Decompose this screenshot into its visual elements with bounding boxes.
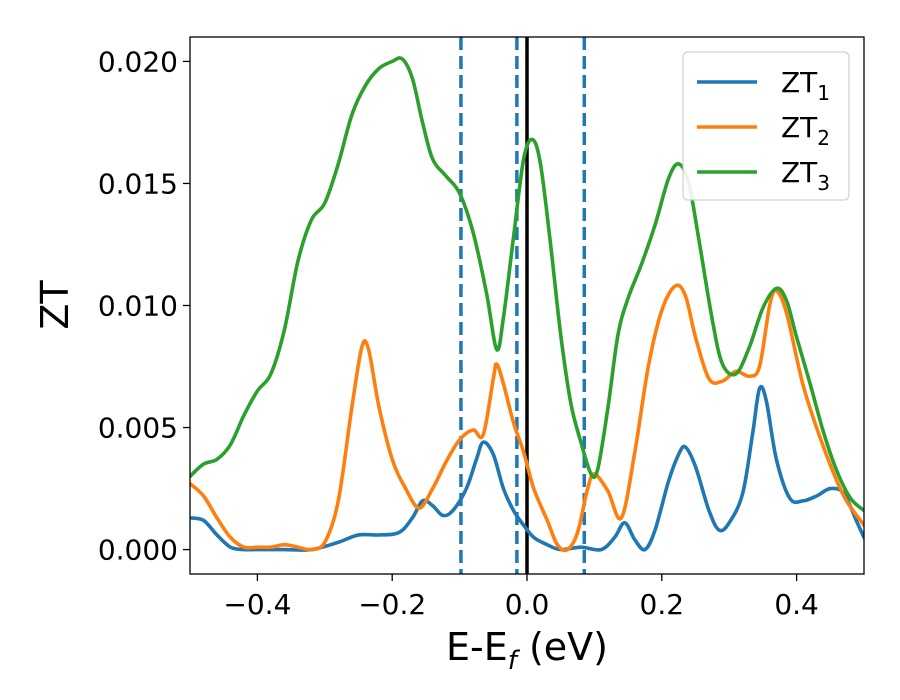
y-axis-label: ZT [33, 280, 77, 330]
series-lines [190, 56, 864, 553]
legend: ZT1 ZT2 ZT3 [682, 51, 850, 201]
y-tick-label: 0.020 [98, 45, 178, 78]
x-tick-label: −0.4 [223, 588, 291, 621]
x-axis: −0.4 −0.2 0.0 0.2 0.4 [223, 574, 819, 621]
reference-lines [459, 37, 587, 574]
legend-box [682, 51, 850, 201]
x-tick-label: 0.2 [640, 588, 685, 621]
y-tick-label: 0.005 [98, 412, 178, 445]
x-axis-label: E-Ef (eV) [446, 625, 608, 676]
y-tick-label: 0.015 [98, 167, 178, 200]
series-line-zt3 [190, 56, 864, 513]
y-tick-label: 0.010 [98, 290, 178, 323]
legend-label-zt1: ZT1 [781, 66, 830, 105]
y-axis: 0.000 0.005 0.010 0.015 0.020 [98, 45, 190, 567]
y-tick-label: 0.000 [98, 534, 178, 567]
x-tick-label: 0.0 [505, 588, 550, 621]
x-tick-label: 0.4 [774, 588, 819, 621]
legend-label-zt3: ZT3 [781, 156, 830, 195]
series-line-zt2 [190, 283, 864, 553]
x-tick-label: −0.2 [358, 588, 426, 621]
legend-label-zt2: ZT2 [781, 111, 830, 150]
